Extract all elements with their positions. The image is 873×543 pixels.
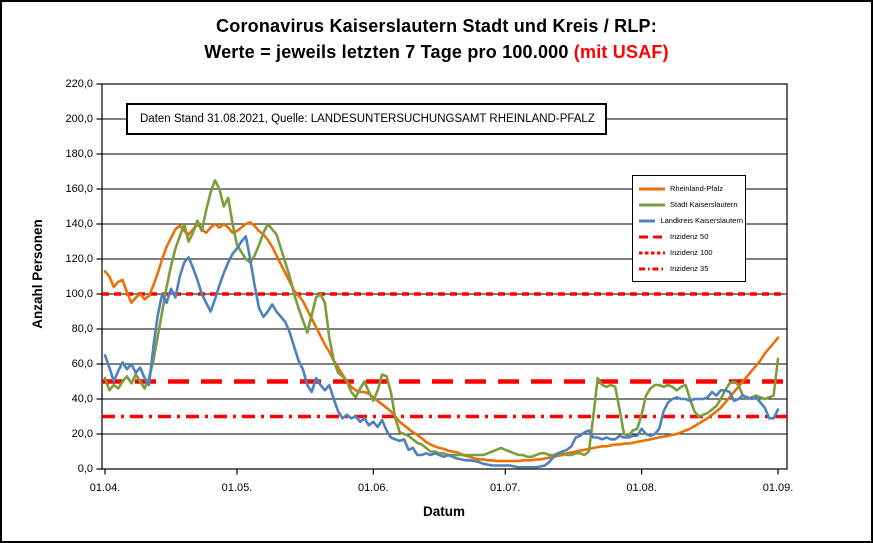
data-source-text: Daten Stand 31.08.2021, Quelle: LANDESUN… [140, 113, 595, 125]
y-tick-label: 120,0 [65, 253, 93, 265]
legend-item: Rheinland-Pfalz [639, 184, 743, 193]
legend-label: Rheinland-Pfalz [670, 184, 723, 193]
legend-label: Stadt Kaiserslautern [670, 200, 738, 209]
legend-item: Stadt Kaiserslautern [639, 200, 743, 209]
x-tick-label: 01.09. [763, 482, 794, 494]
y-tick-label: 60,0 [72, 358, 93, 370]
legend-line-sample [639, 203, 665, 206]
legend-item: Inzidenz 100 [639, 248, 743, 257]
chart-title: Coronavirus Kaiserslautern Stadt und Kre… [2, 13, 871, 65]
legend-label: Landkreis Kaiserslautern [660, 216, 743, 225]
chart-title-line2: Werte = jeweils letzten 7 Tage pro 100.0… [204, 42, 669, 63]
legend-item: Inzidenz 35 [639, 264, 743, 273]
series-line [103, 235, 780, 469]
chart-title-line1: Coronavirus Kaiserslautern Stadt und Kre… [216, 16, 657, 36]
x-tick-label: 01.07. [490, 482, 521, 494]
y-axis-title: Anzahl Personen [30, 219, 45, 329]
series-line [103, 179, 780, 459]
y-tick-label: 220,0 [65, 78, 93, 90]
chart-title-usaf-note: (mit USAF) [573, 42, 669, 63]
x-tick-label: 01.05. [222, 482, 253, 494]
legend-line-sample [639, 251, 665, 254]
legend-line-sample [639, 187, 665, 190]
plot-frame [101, 83, 788, 470]
y-tick-label: 200,0 [65, 113, 93, 125]
data-source-box: Daten Stand 31.08.2021, Quelle: LANDESUN… [126, 103, 607, 135]
legend-line-sample [639, 235, 665, 238]
y-tick-label: 20,0 [72, 428, 93, 440]
y-tick-label: 160,0 [65, 183, 93, 195]
legend-label: Inzidenz 50 [670, 232, 709, 241]
y-tick-label: 100,0 [65, 288, 93, 300]
legend-label: Inzidenz 35 [670, 264, 709, 273]
legend-label: Inzidenz 100 [670, 248, 713, 257]
y-tick-label: 140,0 [65, 218, 93, 230]
y-tick-label: 40,0 [72, 393, 93, 405]
x-tick-label: 01.08. [626, 482, 657, 494]
y-tick-label: 0,0 [78, 463, 93, 475]
y-tick-label: 180,0 [65, 148, 93, 160]
x-tick-label: 01.04. [90, 482, 121, 494]
legend-item: Landkreis Kaiserslautern [639, 216, 743, 225]
legend: Rheinland-Pfalz Stadt Kaiserslautern Landk… [632, 175, 746, 282]
x-tick-label: 01.06. [358, 482, 389, 494]
legend-line-sample [639, 267, 665, 270]
series-line [103, 221, 780, 463]
legend-item: Inzidenz 50 [639, 232, 743, 241]
x-axis-title: Datum [422, 504, 465, 519]
y-tick-label: 80,0 [72, 323, 93, 335]
legend-line-sample [639, 219, 656, 222]
